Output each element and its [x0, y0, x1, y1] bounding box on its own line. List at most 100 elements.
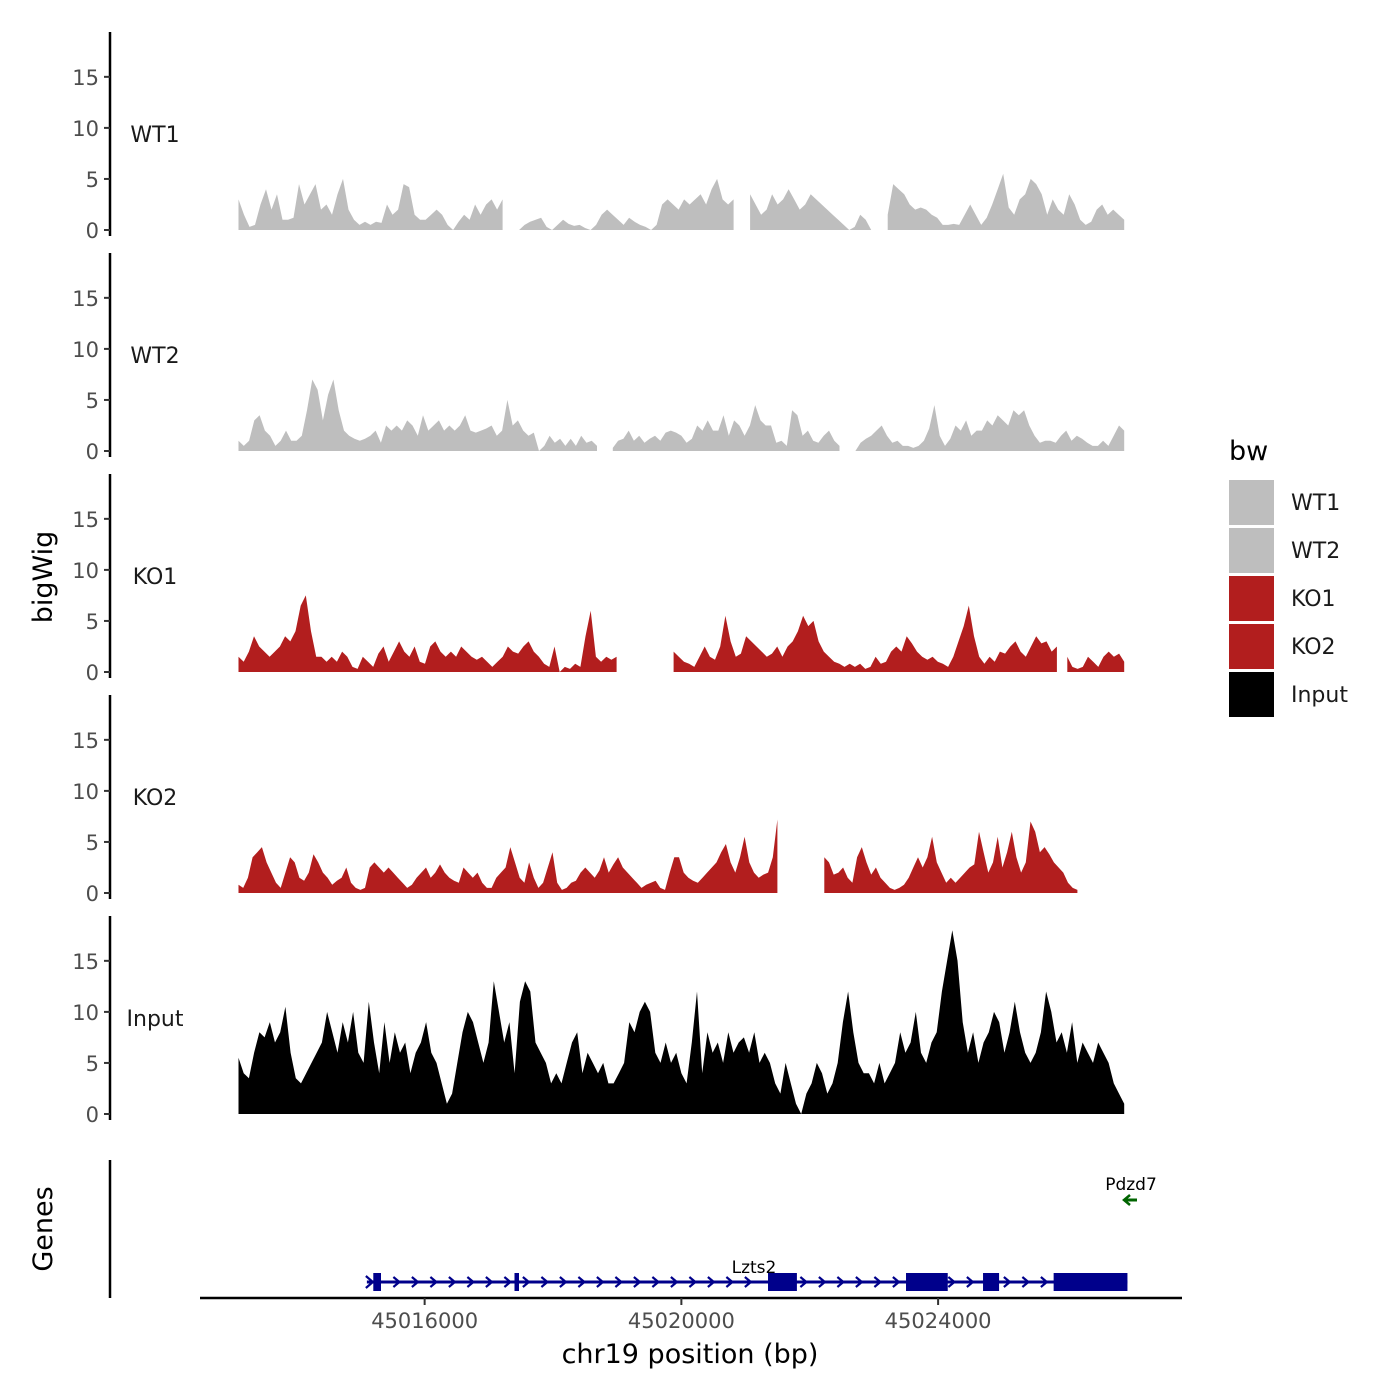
- strand-chevron: [670, 1276, 679, 1288]
- legend-key-input: [1229, 672, 1274, 717]
- gene-lzts2: Lzts2: [365, 1258, 1128, 1291]
- legend-label-ko2: KO2: [1291, 635, 1336, 660]
- gene-exon: [768, 1273, 797, 1291]
- strand-chevron: [836, 1276, 846, 1288]
- legend-key-wt1: [1229, 480, 1274, 525]
- area-wt1: [519, 178, 734, 230]
- y-tick-label: 10: [72, 338, 99, 362]
- gene-pdzd7: Pdzd7: [1105, 1175, 1157, 1206]
- gene-exon: [514, 1273, 519, 1291]
- y-tick-label: 5: [86, 389, 99, 413]
- strand-chevron: [873, 1276, 883, 1288]
- legend-key-ko1: [1229, 576, 1274, 621]
- strand-chevron: [1040, 1276, 1049, 1288]
- x-tick-label: 45024000: [885, 1309, 992, 1333]
- area-input: [238, 930, 1125, 1114]
- y-tick-label: 5: [86, 168, 99, 192]
- strand-chevron: [651, 1276, 661, 1288]
- gene-exon: [1053, 1273, 1128, 1291]
- area-ko1: [1067, 651, 1125, 672]
- area-ko2: [238, 819, 778, 893]
- strand-chevron: [799, 1276, 809, 1288]
- legend-label-ko1: KO1: [1291, 587, 1336, 612]
- strand-chevron: [448, 1276, 457, 1288]
- y-tick-label: 10: [72, 1001, 99, 1025]
- y-tick-label: 0: [86, 440, 99, 464]
- strand-chevron: [966, 1276, 975, 1288]
- legend-title: bw: [1229, 436, 1268, 467]
- y-tick-label: 5: [86, 610, 99, 634]
- track-ko1: 0 5 10 15 KO1: [72, 474, 1125, 685]
- area-ko2: [824, 821, 1078, 893]
- y-tick-label: 15: [72, 287, 99, 311]
- strand-chevron: [365, 1275, 375, 1289]
- y-tick-label: 5: [86, 1052, 99, 1076]
- track-wt2: 0 5 10 15 WT2: [72, 253, 1125, 464]
- track-label: WT1: [130, 123, 179, 148]
- x-axis: 45016000 45020000 45024000: [200, 1296, 1182, 1333]
- legend-key-ko2: [1229, 624, 1274, 669]
- strand-chevron: [707, 1276, 716, 1288]
- x-axis-title: chr19 position (bp): [562, 1339, 819, 1370]
- strand-chevron: [392, 1276, 402, 1288]
- bigwig-tracks: 0 5 10 15 WT1 0 5 10 15 WT2 0 5 10 15 KO1 0 5 10 15 KO2 0 5 10…: [72, 32, 1125, 1127]
- strand-chevron: [411, 1276, 420, 1288]
- legend-label-wt2: WT2: [1291, 539, 1340, 564]
- strand-chevron: [540, 1276, 550, 1288]
- y-tick-label: 15: [72, 508, 99, 532]
- track-label: Input: [127, 1007, 184, 1032]
- gene-exon: [906, 1273, 948, 1291]
- gene-panel: Lzts2 Pdzd7: [108, 1160, 1157, 1298]
- area-wt2: [612, 405, 840, 451]
- strand-chevron: [429, 1276, 439, 1288]
- area-wt1: [238, 178, 503, 230]
- area-ko1: [673, 605, 1057, 672]
- track-wt1: 0 5 10 15 WT1: [72, 32, 1125, 243]
- y-tick-label: 15: [72, 66, 99, 90]
- strand-chevron: [503, 1276, 513, 1288]
- strand-chevron: [522, 1276, 531, 1288]
- track-ko2: 0 5 10 15 KO2: [72, 695, 1078, 906]
- strand-arrow-reverse: [1122, 1194, 1131, 1206]
- y-tick-label: 15: [72, 729, 99, 753]
- legend-label-wt1: WT1: [1291, 491, 1340, 516]
- strand-chevron: [688, 1276, 698, 1288]
- area-wt1: [887, 173, 1125, 230]
- track-label: KO1: [133, 565, 178, 590]
- strand-chevron: [818, 1276, 827, 1288]
- area-ko1: [238, 595, 617, 672]
- legend: bw WT1 WT2 KO1 KO2 Input: [1229, 436, 1348, 717]
- y-axis-title: bigWig: [28, 531, 59, 624]
- strand-chevron: [947, 1276, 957, 1288]
- strand-chevron: [725, 1276, 735, 1288]
- area-wt2: [855, 405, 1125, 451]
- y-tick-label: 0: [86, 661, 99, 685]
- y-tick-label: 5: [86, 831, 99, 855]
- gene-exon: [983, 1273, 1000, 1291]
- y-tick-label: 10: [72, 117, 99, 141]
- strand-chevron: [1021, 1276, 1031, 1288]
- y-tick-label: 0: [86, 1103, 99, 1127]
- y-tick-label: 10: [72, 780, 99, 804]
- legend-label-input: Input: [1291, 683, 1348, 708]
- gene-exon: [373, 1273, 381, 1291]
- strand-chevron: [596, 1276, 605, 1288]
- legend-key-wt2: [1229, 528, 1274, 573]
- track-input: 0 5 10 15 Input: [72, 916, 1125, 1127]
- strand-chevron: [559, 1276, 568, 1288]
- strand-chevron: [633, 1276, 642, 1288]
- strand-chevron: [1003, 1276, 1012, 1288]
- y-tick-label: 0: [86, 219, 99, 243]
- strand-chevron: [485, 1276, 494, 1288]
- gene-label-pdzd7: Pdzd7: [1105, 1175, 1157, 1195]
- gene-label-lzts2: Lzts2: [732, 1258, 777, 1278]
- y-tick-label: 15: [72, 950, 99, 974]
- strand-chevron: [892, 1276, 901, 1288]
- x-tick-label: 45020000: [628, 1309, 735, 1333]
- track-label: WT2: [130, 344, 179, 369]
- strand-chevron: [466, 1276, 476, 1288]
- y-tick-label: 0: [86, 882, 99, 906]
- strand-chevron: [614, 1276, 624, 1288]
- x-tick-label: 45016000: [371, 1309, 478, 1333]
